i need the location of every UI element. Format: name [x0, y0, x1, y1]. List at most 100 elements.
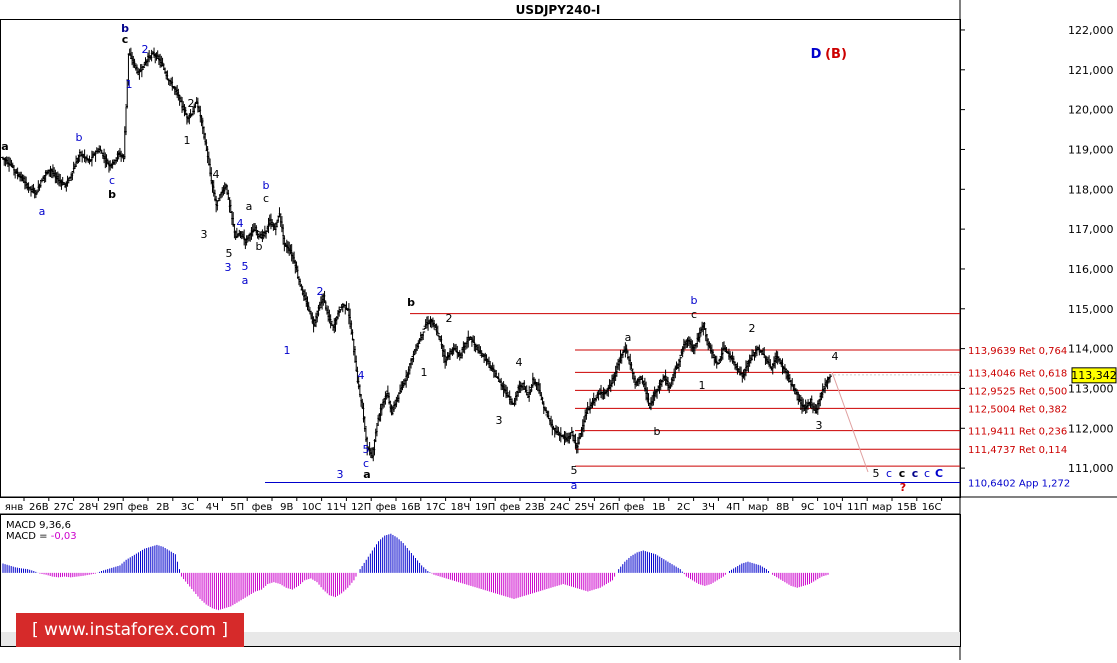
wave-label: 4 [832, 350, 839, 363]
wave-label: a [363, 468, 370, 481]
wave-label: 1 [126, 78, 133, 91]
wave-label: a [246, 200, 253, 213]
y-axis: 122,000 121,000 120,000 119,000 118,000 117,0… [960, 24, 1114, 475]
y-tick-label: 115,000 [1068, 303, 1114, 316]
wave-label: 2 [317, 285, 324, 298]
ohlc-bar [809, 395, 814, 410]
ohlc-bar [139, 63, 144, 78]
ohlc-bar [678, 356, 683, 368]
ohlc-bar [70, 172, 75, 181]
ohlc-bar [323, 300, 328, 311]
current-price-label: 113,342 [1071, 369, 1117, 382]
x-tick-label: 9В [280, 502, 293, 513]
x-tick-label: 4Ч [206, 502, 219, 513]
ohlc-bar [233, 230, 238, 240]
ohlc-bar [584, 407, 589, 420]
x-tick-label: 1В [652, 502, 665, 513]
x-tick-label: 25Ч [575, 502, 595, 513]
x-tick-label: 16В [401, 502, 421, 513]
wave-label: b [76, 131, 83, 144]
wave-label: c [899, 467, 906, 480]
fib-level-label: 111,4737 Ret 0,114 [968, 445, 1067, 456]
ohlc-bar [93, 150, 98, 162]
ohlc-bar [581, 416, 586, 433]
wave-label: c [691, 308, 697, 321]
y-tick-label: 118,000 [1068, 183, 1114, 196]
ohlc-bar [659, 380, 664, 387]
y-tick-label: 119,000 [1068, 143, 1114, 156]
fib-level-label: 113,9639 Ret 0,764 [968, 346, 1067, 357]
wave-label: b [691, 294, 698, 307]
x-axis: янв 26В 27С 28Ч 29П фев 2В 3С 4Ч 5П фев 9В 10С 11Ч 12П… [5, 497, 943, 513]
levels-layer: 113,9639 Ret 0,764 113,4046 Ret 0,618 112,… [265, 313, 1070, 489]
y-tick-label: 120,000 [1068, 104, 1114, 117]
y-tick-label: 112,000 [1068, 422, 1114, 435]
wave-label: 2 [749, 322, 756, 335]
fib-level-label: 113,4046 Ret 0,618 [968, 368, 1067, 379]
x-tick-label: 19П [475, 502, 495, 513]
ohlc-bar [264, 231, 269, 239]
ohlc-bar [762, 347, 767, 357]
wave-label: 1 [421, 366, 428, 379]
ohlc-bar [522, 380, 527, 390]
x-tick-label: 24С [550, 502, 570, 513]
macd-value: -0,03 [51, 531, 77, 542]
x-tick-label: 15В [897, 502, 917, 513]
x-tick-label: 23В [525, 502, 545, 513]
wave-label: 1 [284, 344, 291, 357]
wave-label: 2 [446, 312, 453, 325]
x-tick-label: 2В [156, 502, 169, 513]
wave-label: b [407, 296, 415, 309]
x-tick-label: 18Ч [451, 502, 471, 513]
macd-value-prefix: MACD = [6, 531, 51, 542]
wave-label: b [263, 179, 270, 192]
ohlc-bar [496, 372, 501, 382]
x-tick-label: 9С [801, 502, 814, 513]
wave-label: ? [900, 481, 906, 494]
wave-title-b: (B) [825, 47, 847, 62]
ohlc-bar [704, 334, 709, 346]
x-tick-label: 5П [230, 502, 244, 513]
wave-label: c [886, 467, 892, 480]
wave-label: 4 [237, 217, 244, 230]
y-tick-label: 116,000 [1068, 263, 1114, 276]
wave-label: 5 [571, 464, 578, 477]
x-tick-label: 28Ч [79, 502, 99, 513]
macd-histogram [2, 533, 829, 611]
y-tick-label: 122,000 [1068, 24, 1114, 37]
price-panel [0, 19, 961, 498]
x-tick-label: 3С [181, 502, 194, 513]
x-tick-label: 10С [302, 502, 322, 513]
watermark-badge[interactable]: [ www.instaforex.com ] [16, 613, 244, 647]
current-price-tag: 113,342 [1071, 367, 1117, 384]
wave-label: b [121, 22, 129, 35]
wave-label: b [108, 188, 116, 201]
fib-level-label: 111,9411 Ret 0,236 [968, 427, 1067, 438]
wave-label: 5 [363, 443, 370, 456]
ohlc-bar [828, 373, 832, 383]
wave-label: c [122, 33, 129, 46]
wave-label: 2 [188, 97, 195, 110]
ohlc-bar [524, 385, 529, 396]
x-tick-label: 10Ч [823, 502, 843, 513]
ohlc-bar [362, 416, 367, 432]
wave-label: 4 [358, 369, 365, 382]
x-tick-label: 11Ч [327, 502, 347, 513]
ohlc-bar [217, 194, 222, 201]
x-tick-label: 4П [726, 502, 740, 513]
y-tick-label: 117,000 [1068, 223, 1114, 236]
x-tick-label: фев [128, 502, 149, 513]
wave-label: 1 [699, 379, 706, 392]
wave-label: c [363, 457, 369, 470]
wave-label: 3 [496, 414, 503, 427]
projection-line [831, 371, 869, 473]
macd-label: MACD 9,36,6 [6, 520, 71, 531]
x-tick-label: 27С [54, 502, 74, 513]
wave-label: a [571, 479, 578, 492]
x-tick-label: 11П [847, 502, 867, 513]
x-tick-label: фев [252, 502, 273, 513]
x-tick-label: 26П [599, 502, 619, 513]
ohlc-series [1, 47, 832, 462]
